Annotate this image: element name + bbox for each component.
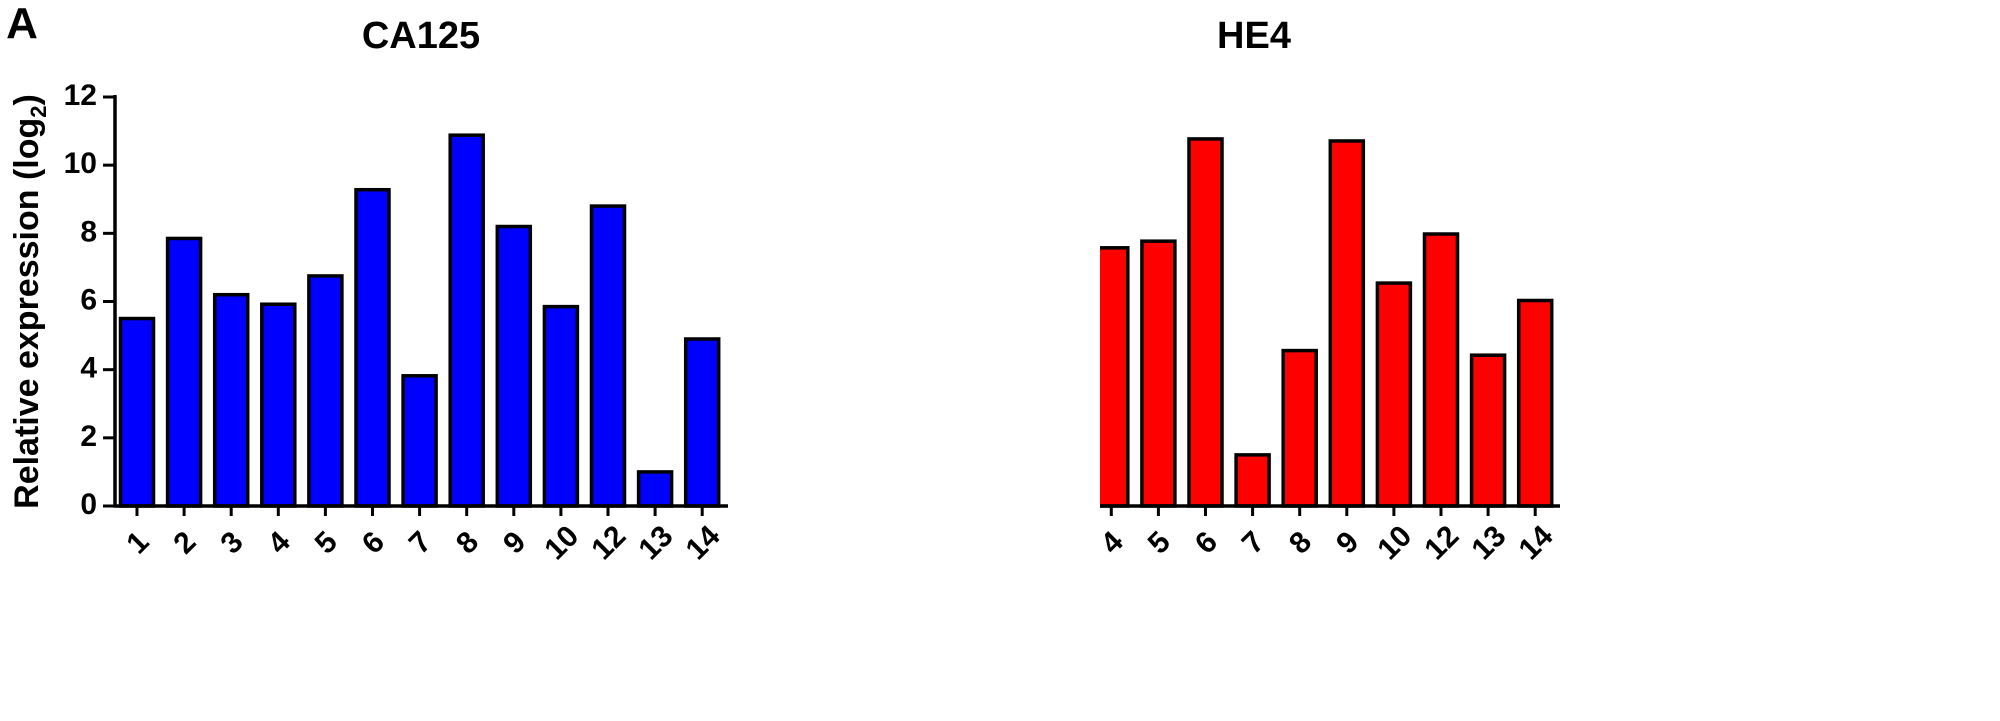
y-tick-label: 4: [80, 352, 97, 385]
y-tick-label: 0: [80, 488, 97, 521]
x-tick-label: 12: [585, 519, 632, 566]
bar-3: [212, 292, 250, 508]
bar-5: [307, 274, 344, 508]
y-tick-label: 8: [80, 215, 97, 248]
x-tick-label: 4: [262, 525, 297, 560]
x-tick-label: 13: [1466, 519, 1513, 566]
bar-7: [1234, 453, 1271, 508]
y-axis-label: Relative expression (log2): [8, 94, 51, 509]
bar-4: [1100, 246, 1130, 508]
bar-14: [683, 337, 721, 508]
x-tick-label: 4: [1100, 525, 1130, 560]
bar-1: [118, 316, 156, 508]
chart-title: CA125: [362, 15, 480, 57]
y-tick-label: 6: [80, 283, 97, 316]
chart-panel-a: A CA125 Relative expression (log2) 1 2 3 4 5 6 7 8…: [6, 0, 728, 566]
x-tick-label: 13: [633, 519, 680, 566]
bar-13: [1469, 353, 1507, 508]
x-tick-label: 14: [1513, 519, 1560, 566]
x-tick-label: 5: [1142, 525, 1177, 560]
x-tick-label: 14: [680, 519, 727, 566]
x-tick-label: 10: [538, 519, 585, 566]
y-tick-label: 2: [80, 420, 97, 453]
x-tick-label: 8: [1283, 525, 1318, 560]
bar-13: [636, 470, 674, 508]
x-tick-label: 5: [309, 525, 344, 560]
x-tick-label: 8: [450, 525, 485, 560]
bar-10: [542, 304, 580, 508]
x-tick-label: 7: [403, 525, 438, 560]
he4-bar-chart: BHE4Relative expression (log2)1234567891…: [1100, 15, 1560, 566]
bar-8: [448, 133, 485, 508]
bar-6: [354, 187, 391, 508]
x-tick-label: 9: [1330, 525, 1365, 560]
bar-4: [260, 302, 297, 508]
y-tick-label: 10: [64, 147, 97, 180]
x-tick-label: 6: [356, 525, 391, 560]
bar-2: [165, 236, 203, 508]
x-tick-label: 9: [497, 525, 532, 560]
bar-14: [1516, 298, 1554, 508]
chart-panel-b: BHE4Relative expression (log2)1234567891…: [1100, 0, 2000, 721]
chart-title: HE4: [1217, 15, 1291, 57]
x-tick-label: 12: [1418, 519, 1465, 566]
bar-9: [1328, 139, 1366, 508]
bar-12: [1422, 232, 1460, 508]
panel-label: A: [6, 0, 38, 48]
x-tick-label: 7: [1236, 525, 1271, 560]
bar-6: [1187, 137, 1224, 508]
y-tick-label: 12: [64, 79, 97, 112]
bar-12: [589, 204, 627, 508]
bar-7: [401, 374, 438, 508]
x-tick-label: 2: [167, 525, 202, 560]
x-tick-label: 1: [120, 525, 155, 560]
x-tick-label: 3: [215, 525, 250, 560]
bar-10: [1375, 281, 1413, 508]
bar-5: [1140, 239, 1177, 508]
bar-9: [495, 224, 533, 508]
bar-8: [1281, 348, 1318, 508]
x-tick-label: 10: [1371, 519, 1418, 566]
x-tick-label: 6: [1189, 525, 1224, 560]
